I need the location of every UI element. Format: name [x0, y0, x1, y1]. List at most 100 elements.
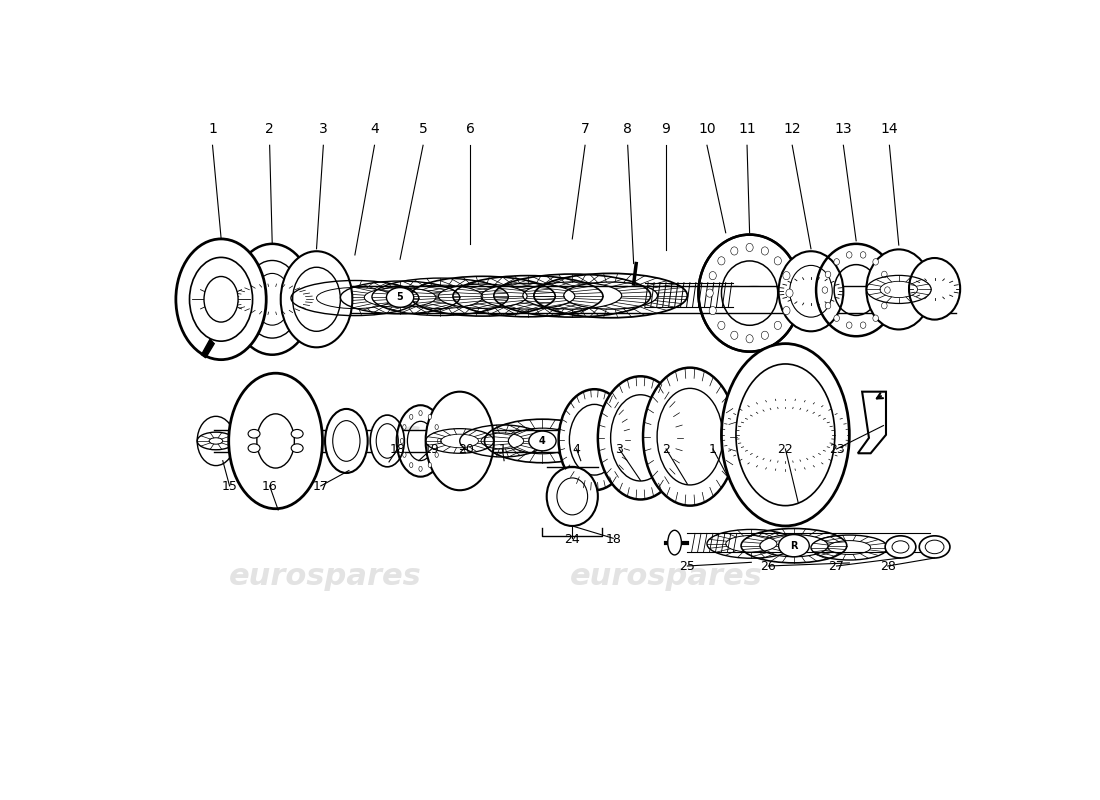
- Text: 6: 6: [465, 122, 474, 136]
- Ellipse shape: [779, 251, 844, 331]
- Ellipse shape: [547, 467, 598, 526]
- Ellipse shape: [834, 315, 839, 322]
- Ellipse shape: [428, 414, 431, 419]
- Ellipse shape: [409, 414, 412, 419]
- Ellipse shape: [746, 243, 754, 251]
- Ellipse shape: [434, 425, 438, 430]
- Ellipse shape: [860, 322, 866, 329]
- Text: 28: 28: [880, 560, 895, 574]
- Ellipse shape: [872, 258, 879, 265]
- Text: 9: 9: [661, 122, 671, 136]
- Text: eurospares: eurospares: [570, 420, 762, 450]
- Text: eurospares: eurospares: [229, 562, 421, 591]
- Text: 21: 21: [530, 443, 546, 456]
- Ellipse shape: [559, 390, 630, 490]
- Ellipse shape: [419, 410, 422, 415]
- Text: 3: 3: [319, 122, 328, 136]
- Ellipse shape: [668, 530, 681, 555]
- Text: 26: 26: [760, 560, 777, 574]
- Text: eurospares: eurospares: [570, 278, 762, 308]
- Ellipse shape: [867, 250, 932, 330]
- Text: 20: 20: [458, 443, 474, 456]
- Text: 2: 2: [265, 122, 274, 136]
- Ellipse shape: [730, 331, 738, 339]
- Ellipse shape: [644, 368, 737, 506]
- Ellipse shape: [834, 258, 839, 265]
- Text: 4: 4: [370, 122, 378, 136]
- Ellipse shape: [426, 392, 494, 490]
- Text: 7: 7: [581, 122, 590, 136]
- Text: 23: 23: [828, 443, 845, 456]
- Ellipse shape: [249, 430, 260, 438]
- Text: 18: 18: [389, 443, 406, 456]
- Ellipse shape: [872, 315, 879, 322]
- Ellipse shape: [597, 376, 683, 499]
- Ellipse shape: [722, 344, 849, 526]
- Ellipse shape: [881, 271, 887, 278]
- Ellipse shape: [409, 462, 412, 467]
- Text: 16: 16: [262, 480, 277, 494]
- Text: 4: 4: [539, 436, 546, 446]
- Text: R: R: [790, 541, 798, 550]
- Ellipse shape: [822, 287, 827, 294]
- Ellipse shape: [774, 257, 781, 265]
- Ellipse shape: [438, 438, 441, 443]
- Text: 18: 18: [605, 533, 621, 546]
- Text: 15: 15: [221, 480, 238, 494]
- Ellipse shape: [736, 364, 835, 506]
- Ellipse shape: [860, 252, 866, 258]
- Ellipse shape: [846, 322, 852, 329]
- Text: 1: 1: [710, 443, 717, 456]
- Text: 3: 3: [615, 443, 623, 456]
- Ellipse shape: [371, 415, 405, 467]
- Ellipse shape: [774, 322, 781, 330]
- Text: eurospares: eurospares: [570, 562, 762, 591]
- Text: 13: 13: [835, 122, 852, 136]
- Ellipse shape: [825, 271, 830, 278]
- Text: 17: 17: [312, 480, 329, 494]
- Ellipse shape: [884, 287, 890, 294]
- Ellipse shape: [428, 462, 431, 467]
- Ellipse shape: [292, 430, 304, 438]
- Ellipse shape: [783, 271, 790, 280]
- Text: 10: 10: [698, 122, 716, 136]
- Bar: [214, 430, 615, 452]
- Ellipse shape: [825, 302, 830, 309]
- Ellipse shape: [881, 302, 887, 309]
- Ellipse shape: [730, 247, 738, 255]
- Ellipse shape: [280, 251, 352, 347]
- Ellipse shape: [292, 444, 304, 453]
- Ellipse shape: [229, 373, 322, 509]
- Text: 24: 24: [564, 533, 580, 546]
- Ellipse shape: [718, 257, 725, 265]
- Bar: [688, 534, 931, 552]
- Ellipse shape: [326, 409, 367, 473]
- Bar: [192, 286, 956, 313]
- Ellipse shape: [249, 444, 260, 453]
- Ellipse shape: [189, 258, 253, 341]
- Ellipse shape: [761, 331, 769, 339]
- Text: 19: 19: [424, 443, 440, 456]
- Ellipse shape: [706, 289, 713, 298]
- Ellipse shape: [846, 252, 852, 258]
- Text: 1: 1: [498, 443, 506, 456]
- Text: 1: 1: [208, 122, 217, 136]
- Polygon shape: [858, 392, 886, 454]
- Text: 11: 11: [738, 122, 756, 136]
- Text: 2: 2: [662, 443, 670, 456]
- Text: eurospares: eurospares: [229, 420, 421, 450]
- Ellipse shape: [293, 267, 340, 331]
- Text: 5: 5: [397, 293, 404, 302]
- Ellipse shape: [785, 289, 793, 298]
- Text: eurospares: eurospares: [229, 278, 421, 308]
- Circle shape: [386, 287, 414, 307]
- Ellipse shape: [909, 258, 960, 320]
- Ellipse shape: [400, 438, 404, 443]
- Ellipse shape: [419, 466, 422, 471]
- Ellipse shape: [783, 306, 790, 314]
- Ellipse shape: [920, 536, 950, 558]
- Ellipse shape: [204, 277, 238, 322]
- Ellipse shape: [231, 244, 314, 354]
- Ellipse shape: [403, 452, 406, 458]
- Circle shape: [529, 431, 557, 451]
